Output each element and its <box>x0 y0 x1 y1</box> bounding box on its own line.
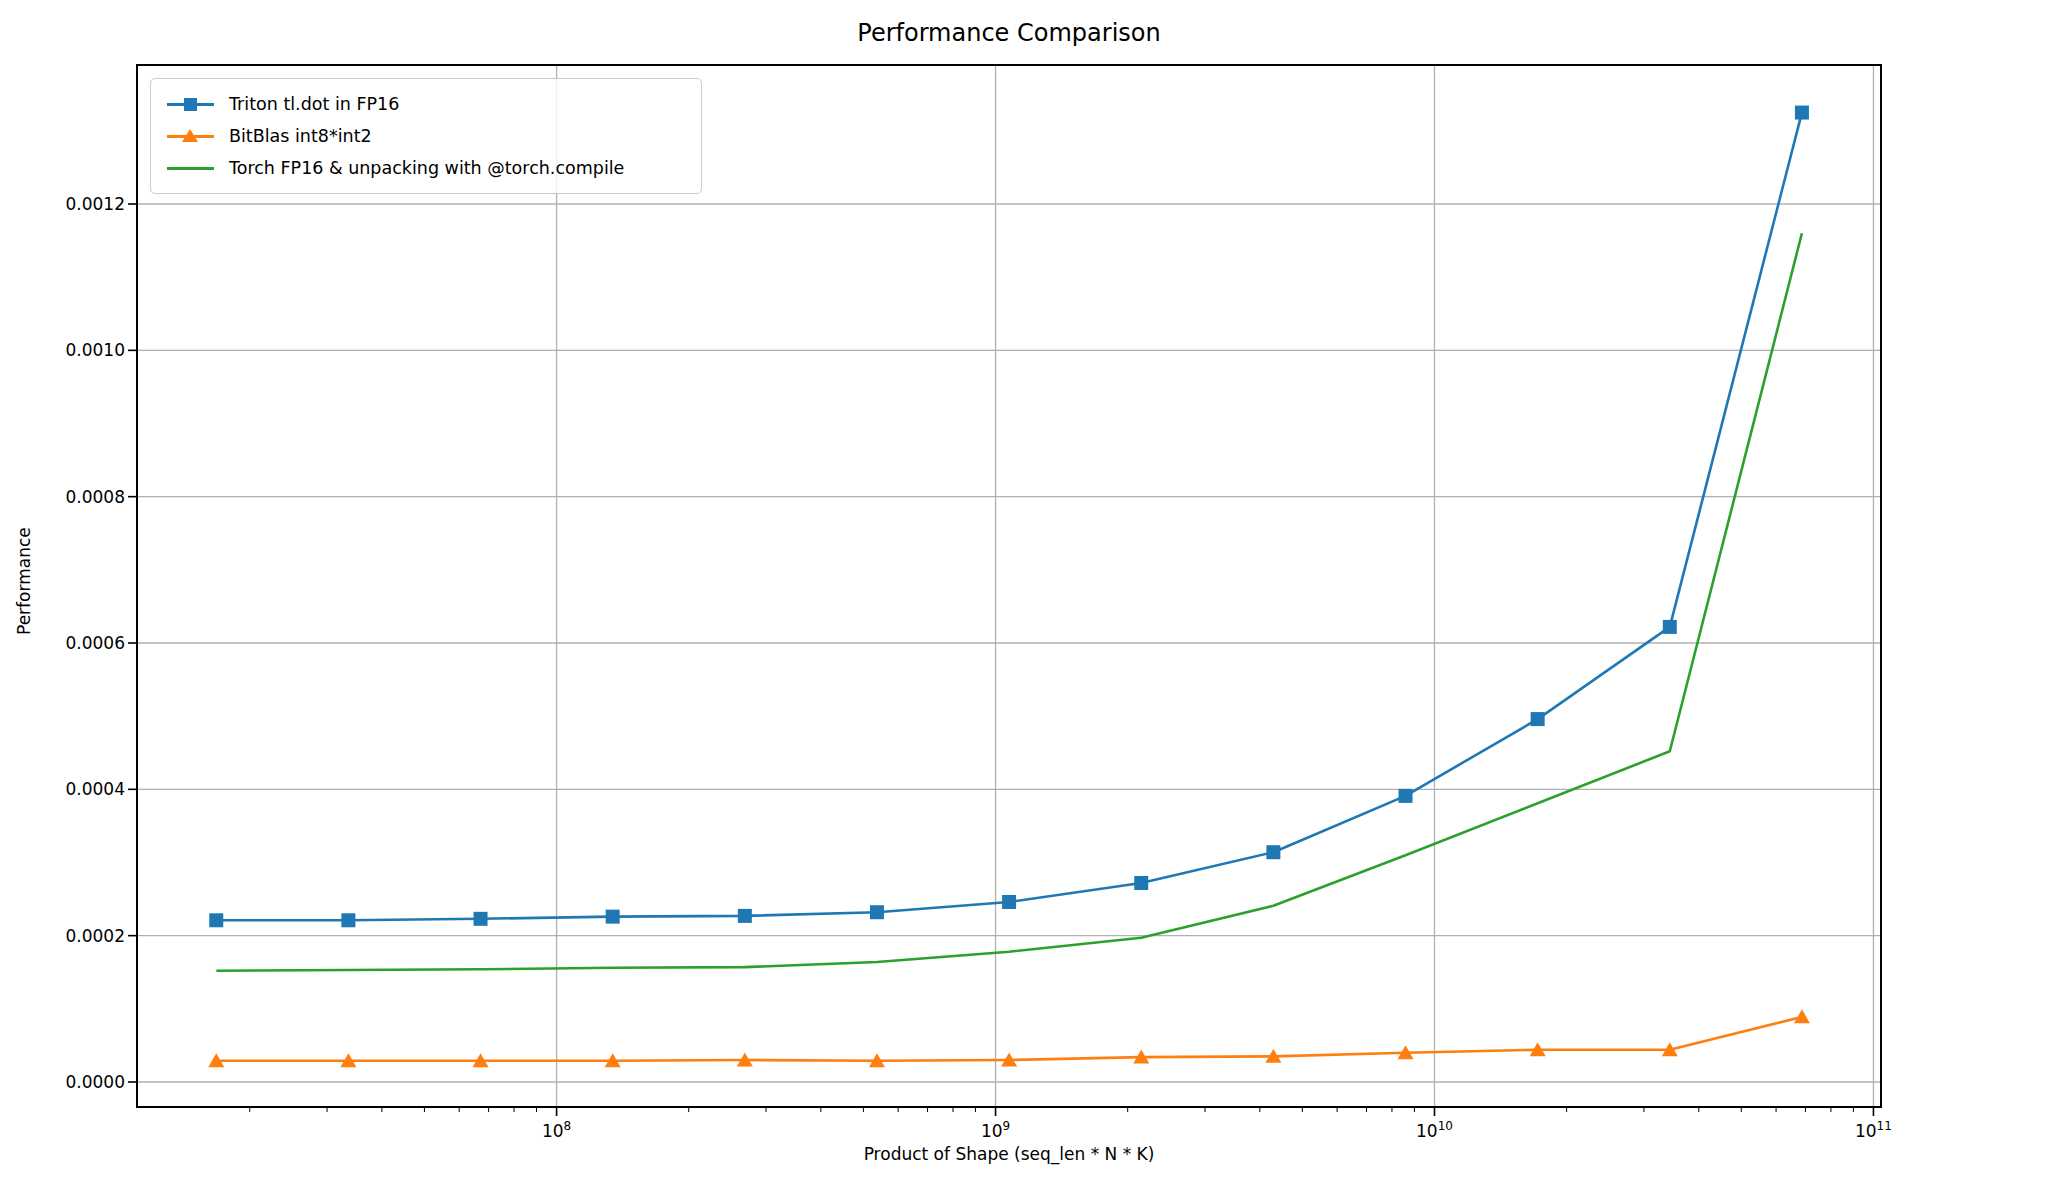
x-tick-label: 108 <box>517 1120 597 1140</box>
square-marker-icon <box>738 909 752 923</box>
legend-line-triangle-marker-icon <box>167 128 214 144</box>
legend-entry-triton: Triton tl.dot in FP16 <box>167 88 685 120</box>
legend-label: BitBlas int8*int2 <box>229 126 372 146</box>
legend-label: Triton tl.dot in FP16 <box>229 94 399 114</box>
legend-entry-bitblas: BitBlas int8*int2 <box>167 120 685 152</box>
square-marker-icon <box>1134 876 1148 890</box>
y-axis-label: Performance <box>14 527 34 635</box>
triangle-marker-icon <box>1794 1009 1810 1023</box>
series-bitblas <box>208 1009 1810 1067</box>
y-tick-label: 0.0002 <box>0 925 125 947</box>
square-marker-icon <box>1531 712 1545 726</box>
series-triton <box>209 106 1809 928</box>
series-line <box>216 113 1802 921</box>
square-marker-icon <box>1266 845 1280 859</box>
legend-entry-torch: Torch FP16 & unpacking with @torch.compi… <box>167 152 685 184</box>
series-line <box>216 233 1802 971</box>
square-marker-icon <box>474 912 488 926</box>
square-marker-icon <box>1002 895 1016 909</box>
y-tick-label: 0.0010 <box>0 339 125 361</box>
square-marker-icon <box>606 910 620 924</box>
y-tick-label: 0.0006 <box>0 632 125 654</box>
legend-line-square-marker-icon <box>167 96 214 112</box>
x-tick-label: 109 <box>956 1120 1036 1140</box>
x-tick-label: 1011 <box>1833 1120 1913 1140</box>
legend-line-icon <box>167 160 214 176</box>
y-tick-label: 0.0008 <box>0 486 125 508</box>
square-marker-icon <box>209 913 223 927</box>
legend: Triton tl.dot in FP16 BitBlas int8*int2 … <box>150 78 702 194</box>
y-tick-label: 0.0004 <box>0 778 125 800</box>
square-marker-icon <box>1663 620 1677 634</box>
y-tick-label: 0.0012 <box>0 193 125 215</box>
tick-marks <box>128 204 1873 1116</box>
y-tick-label: 0.0000 <box>0 1071 125 1093</box>
square-marker-icon <box>1399 789 1413 803</box>
square-marker-icon <box>870 905 884 919</box>
chart-title: Performance Comparison <box>137 19 1881 47</box>
x-axis-label: Product of Shape (seq_len * N * K) <box>137 1144 1881 1164</box>
x-tick-label: 1010 <box>1394 1120 1474 1140</box>
figure: Performance Comparison Product of Shape … <box>0 0 2047 1183</box>
square-marker-icon <box>1795 106 1809 120</box>
series-torch <box>216 233 1802 971</box>
square-marker-icon <box>341 913 355 927</box>
legend-label: Torch FP16 & unpacking with @torch.compi… <box>229 158 624 178</box>
